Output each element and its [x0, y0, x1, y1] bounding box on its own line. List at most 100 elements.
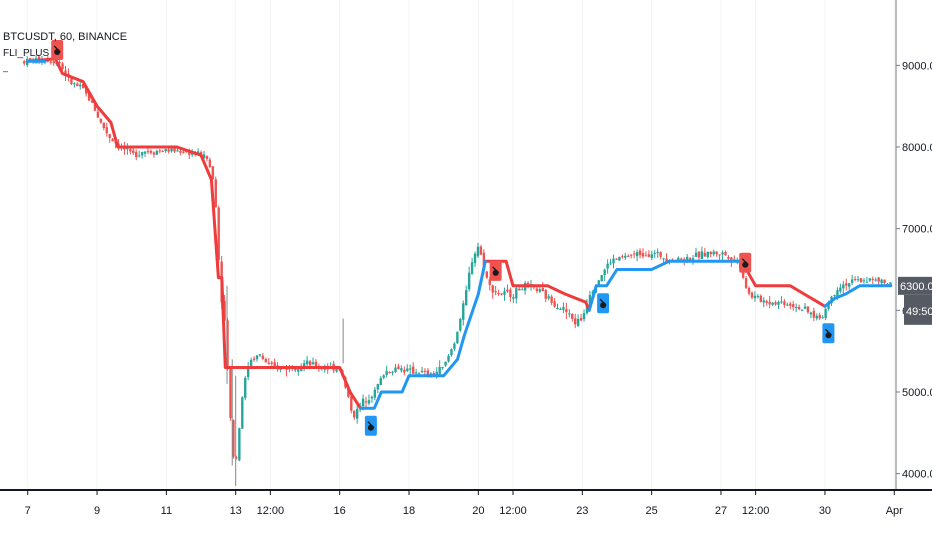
candle-body	[662, 258, 665, 260]
candle-body	[842, 284, 845, 289]
candle-body	[574, 318, 577, 325]
candle-body	[497, 293, 500, 295]
candle-body	[164, 148, 167, 152]
candle-body	[856, 279, 860, 281]
candle-body	[650, 254, 654, 258]
candle-body	[824, 308, 827, 318]
sell-marker-handle	[53, 45, 61, 53]
candle-body	[391, 371, 394, 373]
candle-body	[297, 369, 300, 372]
candle-body	[862, 280, 866, 282]
candle-body	[812, 310, 816, 318]
candle-body	[562, 307, 565, 310]
candle-body	[741, 270, 745, 278]
candle-body	[400, 368, 403, 371]
candle-body	[582, 313, 586, 320]
candle-body	[205, 156, 209, 159]
candle-body	[780, 301, 783, 303]
candle-body	[409, 368, 412, 370]
candle-body	[491, 285, 494, 293]
candle-body	[394, 367, 397, 372]
symbol-title[interactable]: BTCUSDT, 60, BINANCE	[3, 31, 128, 43]
candle-body	[777, 301, 780, 305]
candle-body	[335, 368, 338, 372]
candle-body	[450, 349, 453, 356]
candle-body	[783, 301, 786, 306]
candle-body	[559, 308, 562, 310]
candle-body	[370, 396, 374, 399]
candle-body	[877, 277, 880, 282]
candle-body	[158, 150, 161, 152]
candle-body	[367, 400, 371, 404]
candle-body	[703, 252, 707, 257]
candle-body	[73, 83, 76, 85]
indicator-label[interactable]: FLI_PLUS	[3, 48, 50, 59]
candle-body	[414, 372, 418, 374]
candle-body	[93, 104, 97, 111]
candle-body	[423, 370, 427, 372]
candle-body	[789, 303, 792, 306]
candle-body	[756, 296, 760, 298]
candle-body	[464, 290, 468, 306]
time-axis[interactable]: 7 9 11 13 12:00 16 18 20 12:00 23 25 27 12:00 30 Apr	[0, 489, 932, 517]
candle-body	[880, 279, 883, 283]
candle-body	[786, 304, 789, 306]
candle-body	[571, 313, 574, 319]
candle-body	[202, 154, 206, 158]
candle-body	[606, 263, 609, 269]
candle-body	[182, 151, 185, 153]
candle-body	[235, 457, 238, 459]
candle-body	[500, 293, 503, 295]
candle-body	[102, 122, 106, 129]
candle-body	[140, 151, 144, 156]
candle-body	[603, 269, 606, 275]
candle-body	[697, 251, 701, 258]
candle-body	[453, 343, 456, 349]
time-tick-label: 13	[230, 505, 242, 517]
candle-body	[214, 179, 217, 208]
candle-body	[721, 252, 724, 255]
candle-body	[665, 258, 668, 262]
buy-marker	[597, 293, 610, 314]
price-tick-label: 7000.00	[902, 224, 932, 236]
candle-body	[152, 152, 156, 155]
candle-body	[809, 312, 813, 315]
candle-body	[355, 408, 359, 419]
candle-body	[459, 318, 462, 331]
candle-body	[406, 368, 409, 372]
last-price-badge	[898, 276, 932, 295]
candle-body	[179, 151, 182, 153]
candle-body	[170, 148, 173, 152]
buy-marker-handle	[599, 298, 607, 306]
candle-body	[541, 288, 544, 291]
time-tick-label: 9	[94, 505, 100, 517]
candle-body	[96, 111, 100, 118]
candle-body	[470, 262, 474, 274]
candle-body	[509, 289, 512, 297]
price-axis[interactable]: 9000.008000.007000.006000.005000.004000.…	[895, 0, 932, 490]
candle-body	[229, 367, 232, 419]
candle-body	[850, 279, 854, 283]
time-tick-label: 16	[334, 505, 346, 517]
candle-body	[585, 304, 589, 314]
candle-body	[244, 377, 247, 398]
candle-body	[709, 251, 712, 255]
candle-body	[223, 300, 226, 321]
candle-body	[724, 251, 727, 256]
candle-body	[730, 257, 733, 261]
candle-body	[438, 366, 441, 375]
candle-body	[132, 150, 135, 153]
candle-body	[853, 278, 857, 280]
candle-body	[81, 84, 85, 89]
candle-body	[859, 278, 863, 283]
candle-body	[874, 279, 877, 281]
candle-body	[28, 58, 32, 61]
candle-body	[476, 246, 480, 257]
trend-line	[26, 57, 893, 410]
indicator-value: –	[3, 66, 9, 76]
candle-body	[211, 166, 215, 180]
candle-body	[246, 367, 250, 378]
countdown-badge	[904, 294, 932, 325]
time-tick-label: 30	[819, 505, 831, 517]
